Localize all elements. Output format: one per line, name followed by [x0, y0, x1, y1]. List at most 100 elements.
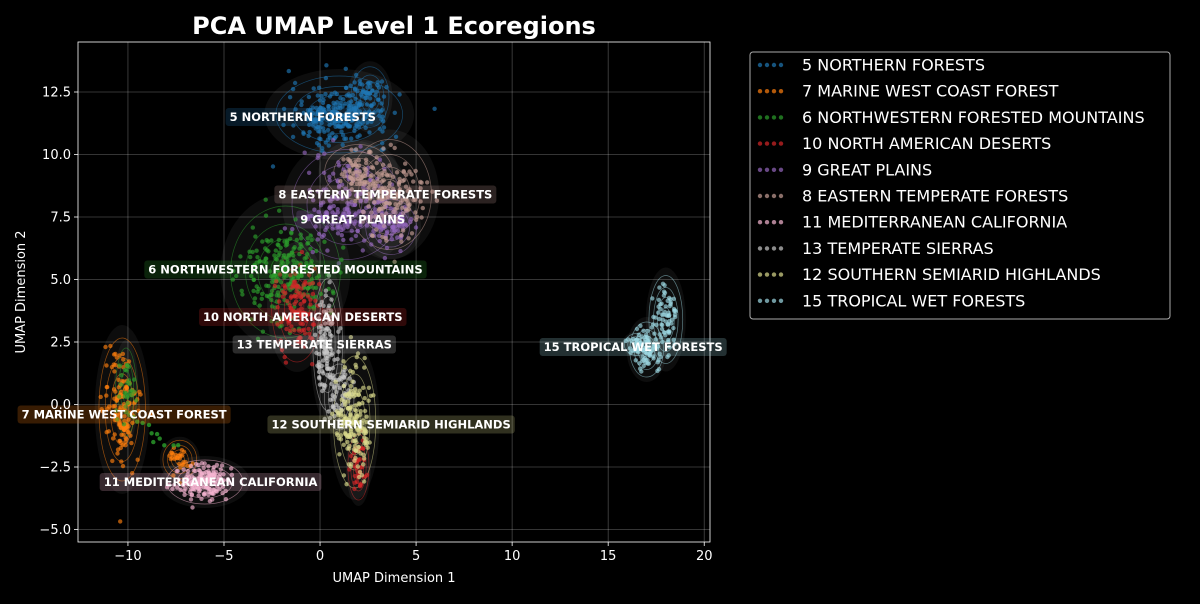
data-point: [353, 199, 358, 204]
data-point: [271, 273, 276, 278]
cluster-label: 13 TEMPERATE SIERRAS: [232, 335, 396, 354]
legend-marker: [757, 89, 763, 94]
data-point: [293, 217, 298, 222]
data-point: [110, 458, 115, 464]
data-point: [120, 463, 126, 469]
x-axis-ticks: −10 −5 0 5 10 15 20: [114, 542, 713, 564]
data-point: [177, 461, 182, 467]
data-point: [375, 171, 381, 176]
data-point: [326, 117, 331, 123]
data-point: [252, 296, 258, 301]
data-point: [355, 176, 361, 182]
data-point: [651, 344, 656, 349]
data-point: [306, 240, 311, 246]
data-point: [408, 217, 414, 222]
data-point: [124, 385, 129, 390]
data-point: [634, 326, 640, 332]
data-point: [359, 178, 364, 184]
data-point: [330, 226, 335, 231]
data-point: [294, 237, 299, 243]
data-point: [669, 321, 674, 326]
legend-label: 9 GREAT PLAINS: [802, 160, 932, 179]
data-point: [369, 233, 375, 238]
data-point: [345, 399, 351, 404]
data-point: [310, 336, 315, 342]
data-point: [320, 369, 325, 374]
data-point: [400, 197, 405, 203]
data-point: [434, 198, 440, 203]
data-point: [297, 246, 302, 251]
data-point: [178, 452, 183, 457]
data-point: [313, 224, 318, 229]
data-point: [327, 328, 332, 334]
data-point: [98, 394, 103, 400]
data-point: [267, 269, 273, 274]
legend-marker: [771, 167, 777, 172]
data-point: [322, 416, 327, 422]
data-point: [327, 415, 333, 421]
data-point: [386, 221, 391, 226]
data-point: [322, 151, 327, 156]
data-point: [269, 288, 275, 294]
legend-marker: [757, 62, 763, 68]
data-point: [671, 337, 676, 342]
data-point: [377, 238, 382, 244]
data-point: [339, 424, 345, 429]
data-point: [363, 474, 368, 479]
cluster-label-text: 15 TROPICAL WET FORESTS: [544, 340, 723, 354]
data-point: [120, 351, 126, 357]
data-point: [346, 446, 352, 451]
cluster-label-text: 11 MEDITERRANEAN CALIFORNIA: [104, 475, 318, 489]
data-point: [336, 329, 341, 334]
data-point: [151, 439, 156, 445]
data-point: [189, 483, 194, 488]
data-point: [352, 80, 357, 85]
legend-label: 6 NORTHWESTERN FORESTED MOUNTAINS: [802, 108, 1145, 127]
data-point: [284, 242, 290, 247]
data-point: [282, 354, 287, 360]
data-point: [356, 158, 361, 163]
data-point: [301, 219, 307, 224]
legend-label: 12 SOUTHERN SEMIARID HIGHLANDS: [802, 265, 1101, 284]
data-point: [346, 210, 352, 216]
data-point: [349, 136, 354, 141]
data-point: [275, 242, 280, 247]
data-point: [405, 188, 410, 194]
data-point: [385, 191, 391, 196]
data-point: [342, 169, 347, 175]
data-point: [254, 248, 259, 253]
data-point: [309, 114, 314, 120]
data-point: [353, 403, 358, 408]
data-point: [320, 234, 325, 239]
data-point: [227, 480, 232, 486]
data-point: [346, 391, 352, 396]
data-point: [305, 294, 311, 299]
data-point: [328, 338, 333, 343]
data-point: [311, 304, 316, 310]
data-point: [388, 206, 393, 211]
data-point: [341, 369, 346, 375]
data-point: [397, 224, 402, 229]
data-point: [333, 379, 338, 384]
data-point: [229, 472, 235, 477]
data-point: [632, 341, 638, 346]
data-point: [339, 194, 345, 199]
data-point: [297, 291, 303, 296]
legend-label: 13 TEMPERATE SIERRAS: [802, 239, 994, 258]
legend-label: 11 MEDITERRANEAN CALIFORNIA: [802, 213, 1067, 232]
data-point: [368, 214, 374, 220]
data-point: [367, 218, 373, 224]
y-tick-label: 10.0: [42, 148, 71, 163]
data-point: [374, 155, 379, 160]
data-point: [302, 331, 308, 336]
data-point: [650, 322, 656, 327]
data-point: [292, 80, 298, 86]
legend-marker: [771, 62, 777, 68]
data-point: [343, 402, 348, 407]
data-point: [290, 267, 295, 272]
data-point: [393, 210, 398, 215]
data-point: [293, 107, 298, 112]
data-point: [367, 91, 372, 97]
data-point: [366, 398, 371, 403]
data-point: [336, 261, 341, 266]
